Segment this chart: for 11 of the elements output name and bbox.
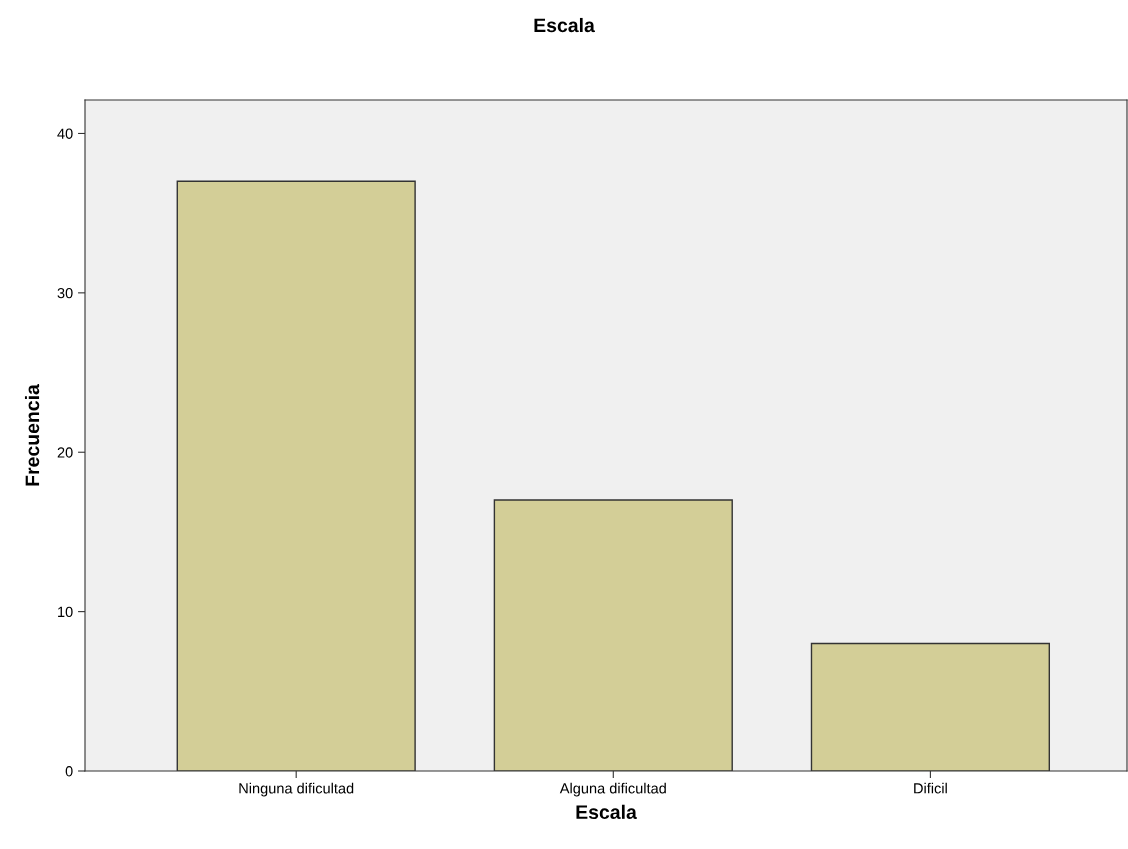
y-tick-label: 20 [57,447,73,458]
y-tick-label: 30 [57,287,73,299]
x-tick-label: Dificil [914,782,947,794]
y-tick-label: 0 [65,766,73,777]
y-axis-title: Frecuencia [24,384,40,486]
y-tick-label: 10 [58,606,73,618]
x-tick-label: Alguna dificultad [559,782,666,797]
x-axis-title: Escala [576,804,637,820]
x-tick-label: Ninguna dificultad [239,782,354,797]
y-tick-label: 40 [57,128,73,139]
chart-title: Escala [534,17,595,33]
